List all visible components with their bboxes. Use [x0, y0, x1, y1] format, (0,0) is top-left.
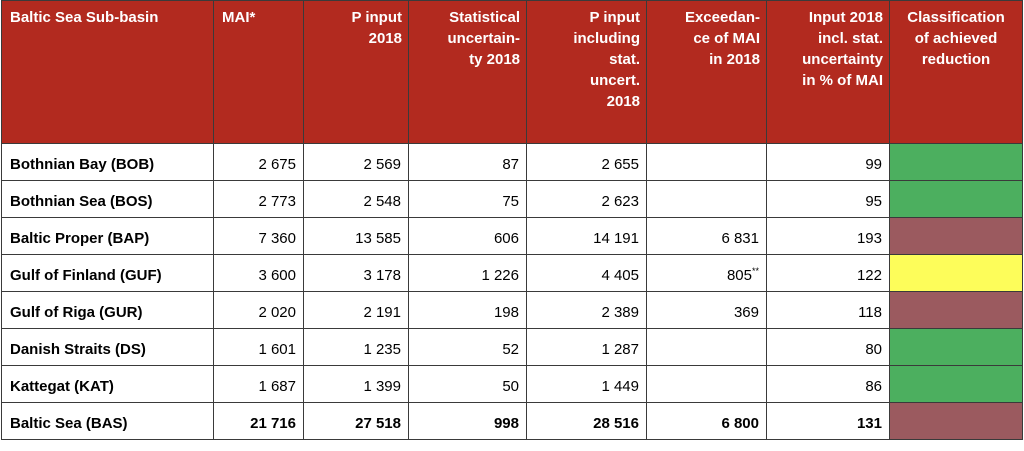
exceedance-value: 369 [646, 291, 767, 329]
stat-uncertainty-value: 1 226 [408, 254, 527, 292]
table-row: Bothnian Bay (BOB) 2 675 2 569 87 2 655 99 [1, 143, 1023, 181]
pct-of-mai-value: 86 [766, 365, 890, 403]
p-input-value: 13 585 [303, 217, 409, 255]
table-row: Gulf of Riga (GUR) 2 020 2 191 198 2 389 369 1… [1, 291, 1023, 329]
p-input-value: 3 178 [303, 254, 409, 292]
subbasin-name: Danish Straits (DS) [1, 328, 214, 366]
p-input-incl-value: 1 449 [526, 365, 647, 403]
p-input-incl-value: 2 623 [526, 180, 647, 218]
p-input-value: 2 548 [303, 180, 409, 218]
table-row: Baltic Proper (BAP) 7 360 13 585 606 14 191 6… [1, 217, 1023, 255]
classification-swatch [889, 180, 1023, 218]
p-input-incl-value: 2 389 [526, 291, 647, 329]
mai-value: 3 600 [213, 254, 304, 292]
header-mai: MAI* [213, 0, 304, 144]
classification-swatch [889, 365, 1023, 403]
pct-of-mai-value: 95 [766, 180, 890, 218]
pct-of-mai-value: 122 [766, 254, 890, 292]
exceedance-value [646, 180, 767, 218]
stat-uncertainty-value: 75 [408, 180, 527, 218]
subbasin-name: Bothnian Bay (BOB) [1, 143, 214, 181]
subbasin-name: Baltic Sea (BAS) [1, 402, 214, 440]
header-pct-of-mai: Input 2018 incl. stat. uncertainty in % of … [766, 0, 890, 144]
mai-value: 1 601 [213, 328, 304, 366]
stat-uncertainty-value: 998 [408, 402, 527, 440]
mai-value: 2 773 [213, 180, 304, 218]
subbasin-name: Bothnian Sea (BOS) [1, 180, 214, 218]
subbasin-name: Gulf of Riga (GUR) [1, 291, 214, 329]
footnote-marker: ** [751, 266, 759, 276]
p-input-incl-value: 1 287 [526, 328, 647, 366]
mai-value: 2 675 [213, 143, 304, 181]
p-input-value: 2 569 [303, 143, 409, 181]
header-subbasin: Baltic Sea Sub-basin [1, 0, 214, 144]
stat-uncertainty-value: 50 [408, 365, 527, 403]
header-stat-uncertainty: Statistical uncertain-ty 2018 [408, 0, 527, 144]
mai-value: 2 020 [213, 291, 304, 329]
pct-of-mai-value: 118 [766, 291, 890, 329]
stat-uncertainty-value: 87 [408, 143, 527, 181]
classification-swatch [889, 217, 1023, 255]
classification-swatch [889, 143, 1023, 181]
classification-swatch [889, 402, 1023, 440]
classification-swatch [889, 291, 1023, 329]
header-classification: Classification of achieved reduction [889, 0, 1023, 144]
exceedance-value: 805** [646, 254, 767, 292]
pct-of-mai-value: 99 [766, 143, 890, 181]
stat-uncertainty-value: 198 [408, 291, 527, 329]
table-row: Kattegat (KAT) 1 687 1 399 50 1 449 86 [1, 365, 1023, 403]
stat-uncertainty-value: 606 [408, 217, 527, 255]
mai-value: 21 716 [213, 402, 304, 440]
pct-of-mai-value: 80 [766, 328, 890, 366]
mai-value: 7 360 [213, 217, 304, 255]
classification-swatch [889, 254, 1023, 292]
subbasin-name: Kattegat (KAT) [1, 365, 214, 403]
pct-of-mai-value: 131 [766, 402, 890, 440]
table-row: Gulf of Finland (GUF) 3 600 3 178 1 226 4 40… [1, 254, 1023, 292]
p-input-value: 27 518 [303, 402, 409, 440]
table-row: Bothnian Sea (BOS) 2 773 2 548 75 2 623 95 [1, 180, 1023, 218]
table-row: Danish Straits (DS) 1 601 1 235 52 1 287 80 [1, 328, 1023, 366]
p-input-incl-value: 28 516 [526, 402, 647, 440]
subbasin-name: Baltic Proper (BAP) [1, 217, 214, 255]
p-input-value: 2 191 [303, 291, 409, 329]
exceedance-value [646, 365, 767, 403]
stat-uncertainty-value: 52 [408, 328, 527, 366]
p-input-incl-value: 14 191 [526, 217, 647, 255]
subbasin-name: Gulf of Finland (GUF) [1, 254, 214, 292]
pct-of-mai-value: 193 [766, 217, 890, 255]
p-input-incl-value: 2 655 [526, 143, 647, 181]
mai-value: 1 687 [213, 365, 304, 403]
exceedance-value: 6 831 [646, 217, 767, 255]
exceedance-value [646, 143, 767, 181]
header-p-input-incl: P input including stat. uncert. 2018 [526, 0, 647, 144]
table-row: Baltic Sea (BAS) 21 716 27 518 998 28 516 6 8… [1, 402, 1023, 440]
p-input-incl-value: 4 405 [526, 254, 647, 292]
header-p-input: P input 2018 [303, 0, 409, 144]
header-exceedance: Exceedan-ce of MAI in 2018 [646, 0, 767, 144]
exceedance-value: 6 800 [646, 402, 767, 440]
p-input-value: 1 399 [303, 365, 409, 403]
classification-swatch [889, 328, 1023, 366]
header-row: Baltic Sea Sub-basin MAI* P input 2018 St… [1, 0, 1023, 144]
exceedance-value [646, 328, 767, 366]
phosphorus-input-table: Baltic Sea Sub-basin MAI* P input 2018 St… [1, 0, 1023, 440]
p-input-value: 1 235 [303, 328, 409, 366]
